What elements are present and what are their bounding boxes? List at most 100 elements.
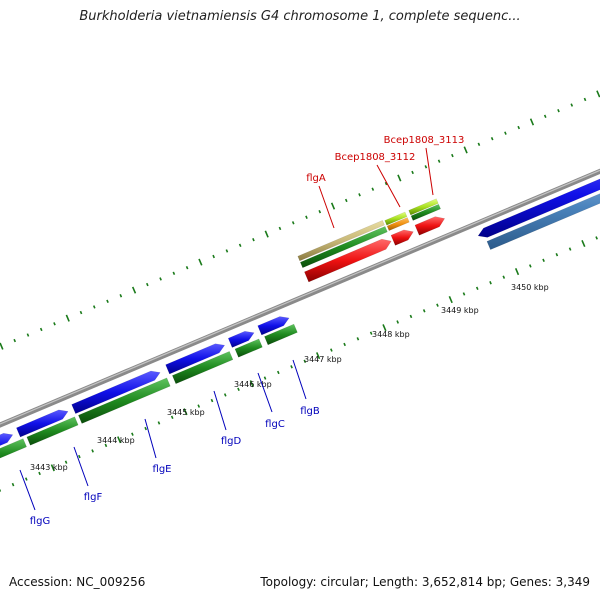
scale-tick (26, 333, 30, 337)
scale-tick (557, 109, 560, 113)
scale-tick (24, 477, 28, 481)
scale-tick (583, 97, 587, 102)
leader-line-flgC (257, 372, 273, 413)
leader-line-flgD (213, 390, 227, 431)
scale-tick (451, 153, 454, 158)
scale-tick (237, 387, 240, 391)
scale-tick (91, 449, 94, 453)
scale-tick (170, 415, 174, 420)
scale-tick (238, 243, 242, 247)
scale-tick (78, 454, 81, 459)
scale-tick (570, 103, 574, 107)
scale-label: 3444 kbp (97, 436, 135, 445)
scale-tick (384, 181, 388, 186)
scale-tick (422, 309, 426, 313)
scale-tick (264, 230, 269, 238)
scale-tick (504, 131, 507, 135)
scale-tick (462, 292, 466, 296)
leader-line-flgE (144, 418, 157, 459)
map-title: Burkholderia vietnamiensis G4 chromosome… (79, 9, 521, 24)
highlight-gene-flgA (304, 238, 392, 283)
scale-tick (39, 327, 43, 332)
scale-tick (490, 137, 494, 141)
scale-tick (316, 352, 321, 360)
reverse-gene-flgA (299, 226, 388, 269)
scale-tick (13, 338, 17, 343)
highlight-gene-3113 (414, 216, 446, 236)
gene-label-flgB: flgB (300, 406, 320, 417)
scale-label: 3446 kbp (234, 380, 272, 389)
scale-tick (330, 348, 333, 352)
reverse-gene-4 (234, 338, 263, 358)
scale-tick (197, 404, 201, 408)
forward-gene-1 (16, 409, 69, 438)
forward-gene-4 (227, 331, 255, 348)
scale-tick (185, 266, 189, 270)
scale-tick (290, 365, 293, 369)
scale-tick (514, 268, 520, 276)
scale-tick (477, 142, 481, 147)
leader-line-flgB (292, 359, 307, 400)
scale-tick (581, 239, 586, 248)
scale-label: 3443 kbp (30, 463, 68, 472)
scale-label: 3447 kbp (304, 355, 342, 364)
gene-label-flgD: flgD (221, 436, 242, 447)
leader-line-Bcep1808_3113 (425, 147, 434, 196)
scale-tick (276, 370, 280, 375)
scale-tick (489, 281, 492, 285)
scale-tick (263, 376, 267, 380)
scale-tick (409, 314, 413, 319)
scale-tick (131, 286, 137, 294)
scale-tick (448, 296, 453, 304)
gene-label-flgE: flgE (153, 464, 172, 475)
reverse-gene-2 (78, 377, 171, 424)
scale-tick (291, 221, 295, 225)
scale-tick (502, 275, 506, 279)
upper-tick-row (0, 90, 600, 350)
scale-tick (318, 209, 322, 214)
scale-tick (343, 342, 346, 347)
lime-gene-3113 (408, 198, 439, 216)
scale-tick (249, 380, 254, 388)
scale-tick (303, 359, 307, 363)
chromosome-backbone (0, 168, 600, 428)
reverse-gene-right (486, 193, 600, 251)
scale-tick (305, 215, 308, 219)
scale-tick (38, 471, 41, 476)
scale-tick (106, 299, 109, 304)
forward-gene-2 (71, 370, 161, 415)
scale-tick (330, 202, 336, 210)
scale-tick (555, 253, 559, 257)
scale-tick (79, 310, 83, 315)
scale-tick (568, 247, 572, 251)
scale-label: 3445 kbp (167, 408, 205, 417)
scale-tick (528, 264, 532, 268)
reverse-gene-0 (0, 438, 27, 459)
scale-tick (65, 314, 70, 322)
forward-gene-3 (165, 343, 226, 375)
scale-tick (131, 432, 134, 436)
gene-label-flgA: flgA (306, 173, 326, 184)
scale-tick (411, 170, 414, 175)
leader-line-flgA (318, 185, 335, 229)
reverse-gene-3113 (410, 203, 441, 221)
scale-tick (344, 198, 348, 203)
topology-summary: Topology: circular; Length: 3,652,814 bp… (260, 575, 590, 589)
scale-tick (252, 237, 255, 242)
leader-line-Bcep1808_3112 (376, 164, 401, 208)
scale-tick (183, 408, 188, 416)
scale-tick (595, 236, 598, 240)
scale-label: 3450 kbp (511, 283, 549, 292)
scale-tick (475, 286, 479, 291)
scale-tick (223, 393, 227, 397)
scale-tick (159, 277, 162, 281)
scale-label: 3448 kbp (372, 330, 410, 339)
scale-tick (0, 342, 4, 350)
scale-tick (144, 426, 148, 431)
scale-tick (50, 464, 55, 472)
scale-tick (463, 146, 468, 154)
scale-tick (225, 249, 229, 253)
scale-tick (64, 460, 68, 464)
forward-gene-right (477, 178, 600, 238)
scale-tick (210, 398, 214, 403)
